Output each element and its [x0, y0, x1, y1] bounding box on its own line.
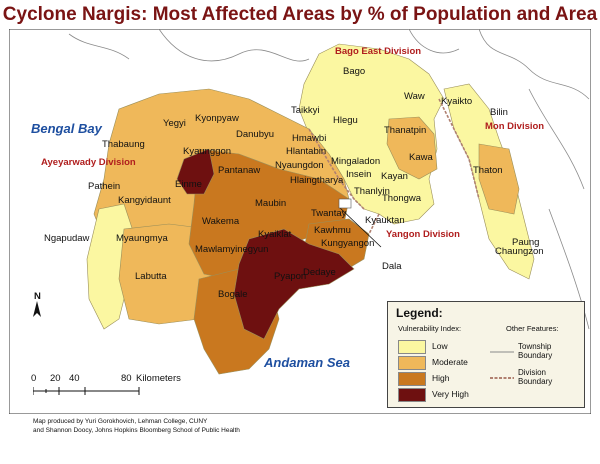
map-title: Cyclone Nargis: Most Affected Areas by %…	[2, 4, 598, 25]
scale-tick-0: 0	[31, 373, 37, 384]
region-einme	[176, 148, 215, 195]
background-lines	[68, 29, 590, 330]
township-label: Dala	[382, 261, 402, 272]
township-label: Pyapon	[274, 271, 307, 282]
township-label: Kangyidaunt	[118, 195, 171, 206]
legend-township-boundary: Township Boundary	[518, 342, 553, 360]
township-label: Bogale	[218, 289, 248, 300]
scale-tick-40: 40	[69, 373, 80, 384]
township-label: Thaton	[473, 165, 503, 176]
map-credit: Map produced by Yuri Gorokhovich, Lehman…	[33, 417, 240, 435]
scale-unit: Kilometers	[136, 373, 181, 384]
division-label-yangon: Yangon Division	[386, 229, 460, 240]
legend-title: Legend:	[396, 306, 443, 320]
legend-vulnerability-heading: Vulnerability Index:	[398, 324, 462, 333]
township-label: Waw	[404, 91, 425, 102]
scale-tick-20: 20	[50, 373, 61, 384]
township-label: Kawhmu	[314, 225, 351, 236]
township-label: Insein	[346, 169, 372, 180]
legend-label-high: High	[432, 373, 450, 383]
township-label: Danubyu	[236, 129, 275, 140]
township-label: Kawa	[409, 152, 433, 163]
sea-label-bengal-bay: Bengal Bay	[31, 121, 102, 136]
sea-label-andaman-sea: Andaman Sea	[264, 355, 350, 370]
township-label: Kyaiklat	[258, 229, 292, 240]
township-label: Thanlyin	[354, 186, 390, 197]
township-label: Paung	[512, 237, 540, 248]
township-label: Kayan	[381, 171, 408, 182]
legend-swatch-moderate	[398, 356, 426, 370]
legend-label-low: Low	[432, 341, 448, 351]
north-arrow-label: N	[34, 291, 41, 302]
township-label: Myaungmya	[116, 233, 168, 244]
credit-line-2: and Shannon Doocy, Johns Hopkins Bloombe…	[33, 427, 240, 434]
township-label: Pathein	[88, 181, 121, 192]
township-label: Labutta	[135, 271, 167, 282]
township-label: Kungyangon	[321, 238, 375, 249]
legend-division-boundary: Division Boundary	[518, 368, 553, 386]
township-label: Dedaye	[303, 267, 336, 278]
scale-bar-graphic	[33, 387, 140, 395]
legend: Legend: Vulnerability Index: Other Featu…	[387, 301, 585, 408]
region-thaton	[478, 143, 520, 215]
township-label: Hlaingtharya	[290, 175, 344, 186]
township-label: Yegyi	[163, 118, 186, 129]
map-frame: Bengal Bay Andaman Sea Ayeyarwady Divisi…	[9, 29, 591, 434]
scale-tick-80: 80	[121, 373, 132, 384]
township-label: Hlegu	[333, 115, 358, 126]
township-label: Bago	[343, 66, 366, 77]
north-arrow-icon	[33, 301, 41, 317]
division-label-mon: Mon Division	[485, 121, 545, 132]
township-label: Taikkyi	[291, 105, 320, 116]
division-label-ayeyarwady: Ayeyarwady Division	[41, 157, 136, 168]
region-high-central	[188, 148, 350, 280]
legend-swatch-high	[398, 372, 426, 386]
township-label: Nyaungdon	[275, 160, 324, 171]
township-label: Twantay	[311, 208, 347, 219]
township-label: Hmawbi	[292, 133, 327, 144]
township-label: Ngapudaw	[44, 233, 90, 244]
township-label: Thongwa	[382, 193, 422, 204]
legend-swatch-very-high	[398, 388, 426, 402]
township-label: Thanatpin	[384, 125, 427, 136]
map-canvas	[9, 29, 591, 414]
division-label-bago-east: Bago East Division	[335, 46, 422, 57]
township-label: Maubin	[255, 198, 287, 209]
yangon-city-box	[338, 198, 352, 209]
region-ngapudaw	[86, 203, 135, 330]
legend-swatch-low	[398, 340, 426, 354]
township-label: Hlantabin	[286, 146, 327, 157]
township-label: Kyaikto	[441, 96, 473, 107]
region-very-high-south	[233, 228, 355, 340]
region-thanatpin	[386, 116, 438, 180]
division-boundaries	[308, 98, 480, 235]
legend-label-moderate: Moderate	[432, 357, 468, 367]
credit-line-1: Map produced by Yuri Gorokhovich, Lehman…	[33, 418, 208, 425]
township-label: Pantanaw	[218, 165, 261, 176]
township-label: Chaungzon	[495, 246, 544, 257]
township-label: Thabaung	[102, 139, 145, 150]
township-label: Einme	[175, 179, 202, 190]
township-label: Bilin	[490, 107, 508, 118]
township-label: Kyonpyaw	[195, 113, 239, 124]
legend-feature-lines	[490, 351, 514, 379]
dala-leader-line	[338, 206, 382, 248]
township-label: Kyaunggon	[183, 146, 232, 157]
township-label: Wakema	[202, 216, 240, 227]
township-label: Kyauktan	[365, 215, 405, 226]
township-label: Mawlamyinegyun	[195, 244, 269, 255]
township-label: Mingaladon	[331, 156, 381, 167]
legend-other-heading: Other Features:	[506, 324, 559, 333]
legend-label-very-high: Very High	[432, 389, 469, 399]
